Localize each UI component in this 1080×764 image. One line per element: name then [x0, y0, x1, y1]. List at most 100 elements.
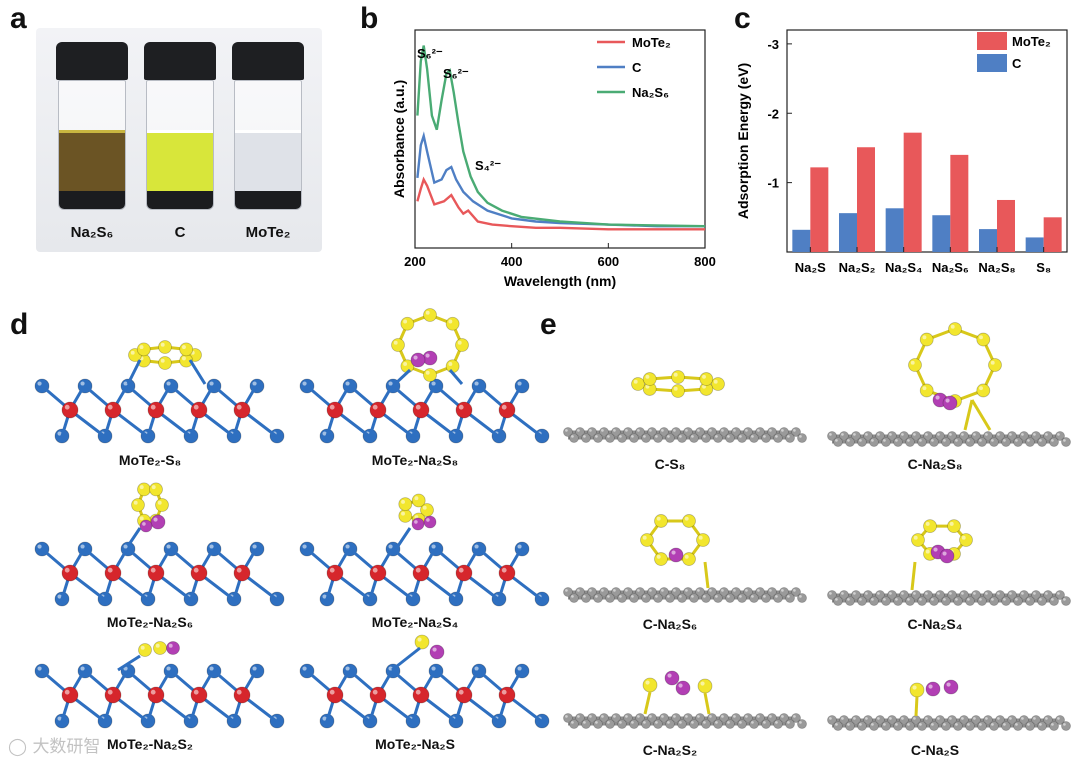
c-atom-highlight: [829, 433, 832, 436]
c-atom-highlight: [589, 715, 592, 718]
c-atom: [989, 596, 999, 606]
c-atom-highlight: [829, 717, 832, 720]
mo-atom-highlight: [372, 567, 378, 573]
c-atom-highlight: [955, 598, 958, 601]
c-atom-highlight: [961, 592, 964, 595]
vial-label-c: C: [174, 224, 186, 241]
c-atom: [617, 593, 627, 603]
c-atom-highlight: [931, 439, 934, 442]
s-atom: [696, 533, 710, 547]
te-atom-highlight: [431, 666, 436, 671]
panel-letter-a: a: [10, 2, 27, 35]
c-atom-highlight: [1033, 592, 1036, 595]
s-atom: [671, 384, 685, 398]
s-atom: [153, 641, 167, 655]
c-atom: [641, 433, 651, 443]
c-atom-highlight: [973, 592, 976, 595]
c-atom-highlight: [739, 435, 742, 438]
c-atom-highlight: [1063, 598, 1066, 601]
c-atom-highlight: [673, 429, 676, 432]
s-atom-highlight: [702, 374, 706, 379]
te-atom: [534, 713, 550, 729]
c-atom-highlight: [751, 435, 754, 438]
s-atom: [414, 634, 430, 650]
c-atom: [725, 593, 735, 603]
c-atom-highlight: [667, 595, 670, 598]
s-atom-highlight: [949, 521, 954, 526]
mo-atom: [61, 401, 79, 419]
mo-atom: [233, 686, 251, 704]
c-atom-highlight: [979, 439, 982, 442]
c-atom-highlight: [931, 598, 934, 601]
c-atom-highlight: [595, 721, 598, 724]
mo-atom-highlight: [372, 404, 378, 410]
c-atom: [845, 596, 855, 606]
c-atom-highlight: [637, 429, 640, 432]
te-atom-highlight: [474, 381, 479, 386]
c-atom: [905, 437, 915, 447]
vial-glass: [58, 80, 126, 210]
te-atom-highlight: [302, 666, 307, 671]
c-atom-highlight: [655, 435, 658, 438]
s-atom-highlight: [403, 361, 408, 366]
c-atom-highlight: [607, 595, 610, 598]
c-atom-highlight: [763, 721, 766, 724]
c-atom-highlight: [757, 429, 760, 432]
bar-c-3: [932, 215, 951, 252]
c-atom-highlight: [607, 435, 610, 438]
c-atom-highlight: [577, 715, 580, 718]
mo-atom-highlight: [150, 404, 156, 410]
c-atom-highlight: [727, 435, 730, 438]
c-atom-highlight: [955, 439, 958, 442]
c-atom: [893, 721, 903, 731]
na-atom-highlight: [153, 517, 158, 522]
annotation-s6-1: S₆²⁻: [417, 46, 443, 61]
c-atom: [737, 719, 747, 729]
s-atom: [711, 377, 725, 391]
c-atom: [1001, 721, 1011, 731]
mo-atom: [498, 401, 516, 419]
mo-atom: [147, 401, 165, 419]
mo-atom-highlight: [236, 567, 242, 573]
c-atom-highlight: [1045, 433, 1048, 436]
s-atom: [682, 514, 696, 528]
c-atom-highlight: [775, 721, 778, 724]
c-atom-highlight: [757, 589, 760, 592]
c-atom-highlight: [661, 715, 664, 718]
c-atom: [893, 596, 903, 606]
c-atom-highlight: [649, 715, 652, 718]
bond: [914, 695, 919, 717]
bond: [643, 691, 652, 715]
c-atom-highlight: [715, 595, 718, 598]
c-atom-highlight: [877, 592, 880, 595]
s-atom-highlight: [700, 681, 705, 686]
c-atom-highlight: [703, 721, 706, 724]
c-atom: [689, 593, 699, 603]
label-mote2-na2s8: MoTe₂-Na₂S₈: [371, 452, 459, 468]
c-atom-highlight: [793, 589, 796, 592]
mo-atom: [147, 564, 165, 582]
c-atom: [1049, 437, 1059, 447]
s-atom-highlight: [181, 345, 186, 350]
na-atom: [150, 514, 166, 530]
c-atom-highlight: [985, 717, 988, 720]
mo-atom: [104, 686, 122, 704]
c-atom-highlight: [949, 592, 952, 595]
c-atom-highlight: [703, 435, 706, 438]
te-atom-highlight: [252, 381, 257, 386]
s-atom-highlight: [656, 516, 661, 521]
c-atom-highlight: [865, 717, 868, 720]
c-atom: [593, 433, 603, 443]
mo-atom: [369, 686, 387, 704]
s-atom: [455, 338, 469, 352]
s-atom-highlight: [139, 345, 144, 350]
c-atom-highlight: [865, 433, 868, 436]
c-atom-highlight: [1027, 723, 1030, 726]
mo-atom-highlight: [501, 404, 507, 410]
te-atom: [534, 591, 550, 607]
s-atom-highlight: [425, 370, 430, 375]
mo-atom-highlight: [372, 689, 378, 695]
c-atom: [725, 719, 735, 729]
te-atom-highlight: [123, 381, 128, 386]
c-atom-highlight: [733, 429, 736, 432]
